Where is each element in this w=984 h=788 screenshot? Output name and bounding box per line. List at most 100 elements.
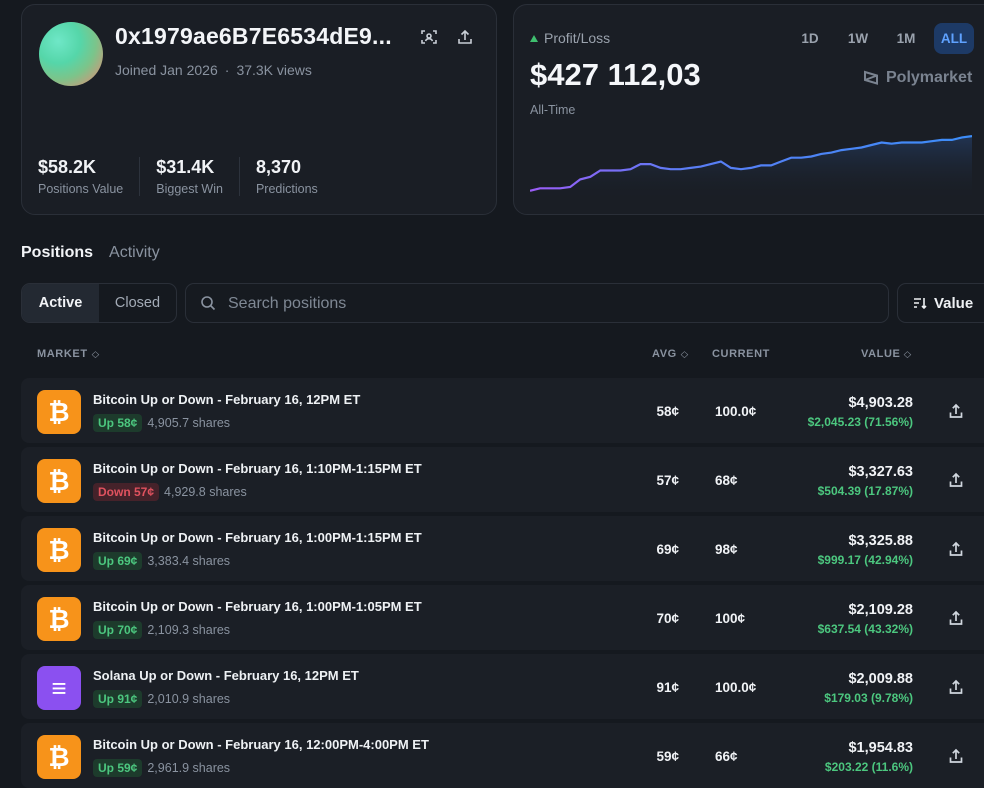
coin-logo: ₿ bbox=[37, 459, 81, 503]
outcome-badge: Up 69¢ bbox=[93, 552, 143, 570]
share-count: 4,929.8 shares bbox=[164, 485, 247, 499]
position-meta: Down 57¢ 4,929.8 shares bbox=[93, 483, 247, 501]
current-price: 68¢ bbox=[715, 473, 738, 488]
share-count: 2,961.9 shares bbox=[147, 761, 231, 775]
bitcoin-icon: ₿ bbox=[48, 603, 70, 634]
outcome-badge: Up 59¢ bbox=[93, 759, 143, 777]
position-value: $3,325.88 bbox=[848, 533, 913, 549]
avg-price: 91¢ bbox=[656, 680, 679, 695]
table-row[interactable]: ₿ Bitcoin Up or Down - February 16, 1:00… bbox=[21, 516, 984, 581]
column-current: CURRENT bbox=[712, 348, 770, 360]
share-icon[interactable] bbox=[947, 747, 965, 765]
sort-button[interactable]: Value bbox=[897, 283, 984, 323]
sort-label: Value bbox=[934, 294, 974, 312]
table-row[interactable]: ₿ Bitcoin Up or Down - February 16, 12:0… bbox=[21, 723, 984, 788]
bitcoin-icon: ₿ bbox=[48, 741, 70, 772]
position-meta: Up 59¢ 2,961.9 shares bbox=[93, 759, 230, 777]
outcome-badge: Up 58¢ bbox=[93, 414, 143, 432]
column-label: CURRENT bbox=[712, 348, 770, 360]
position-meta: Up 70¢ 2,109.3 shares bbox=[93, 621, 230, 639]
position-pnl: $2,045.23 (71.56%) bbox=[807, 415, 913, 429]
market-title[interactable]: Solana Up or Down - February 16, 12PM ET bbox=[93, 668, 359, 683]
share-icon[interactable] bbox=[947, 609, 965, 627]
tab-activity[interactable]: Activity bbox=[109, 244, 160, 261]
column-label: MARKET bbox=[37, 348, 88, 360]
stat-value: 8,370 bbox=[255, 157, 301, 177]
market-title[interactable]: Bitcoin Up or Down - February 16, 12PM E… bbox=[93, 392, 361, 407]
coin-logo: ₿ bbox=[37, 390, 81, 434]
market-title[interactable]: Bitcoin Up or Down - February 16, 12:00P… bbox=[93, 737, 429, 752]
profile-meta: Joined Jan 2026 · 37.3K views bbox=[115, 62, 312, 78]
position-pnl: $637.54 (43.32%) bbox=[817, 622, 913, 636]
share-icon[interactable] bbox=[947, 402, 965, 420]
current-price: 100.0¢ bbox=[715, 404, 757, 419]
column-avg[interactable]: AVG ◇ bbox=[652, 348, 688, 360]
period-1w[interactable]: 1W bbox=[847, 31, 869, 46]
search-box bbox=[185, 283, 889, 324]
share-icon[interactable] bbox=[455, 27, 475, 47]
pnl-label-text: Profit/Loss bbox=[544, 30, 611, 46]
table-row[interactable]: ₿ Bitcoin Up or Down - February 16, 1:00… bbox=[21, 585, 984, 650]
stat-predictions: 8,370 Predictions bbox=[256, 157, 334, 196]
share-icon[interactable] bbox=[947, 540, 965, 558]
column-label: AVG bbox=[652, 348, 677, 360]
sort-chevrons-icon: ◇ bbox=[91, 348, 100, 359]
polymarket-logo-icon bbox=[864, 70, 878, 85]
position-value: $1,954.83 bbox=[848, 740, 913, 756]
position-value: $2,109.28 bbox=[848, 602, 913, 618]
position-pnl: $999.17 (42.94%) bbox=[817, 553, 913, 567]
market-title[interactable]: Bitcoin Up or Down - February 16, 1:00PM… bbox=[93, 599, 422, 614]
period-selector: 1D 1W 1M ALL bbox=[790, 23, 974, 54]
market-title[interactable]: Bitcoin Up or Down - February 16, 1:10PM… bbox=[93, 461, 422, 476]
filter-active[interactable]: Active bbox=[22, 284, 99, 322]
stat-label: Biggest Win bbox=[156, 182, 223, 196]
profile-stats: $58.2K Positions Value $31.4K Biggest Wi… bbox=[38, 157, 350, 196]
position-pnl: $504.39 (17.87%) bbox=[817, 484, 913, 498]
filter-closed[interactable]: Closed bbox=[114, 295, 161, 311]
view-count: 37.3K views bbox=[236, 62, 312, 78]
share-icon[interactable] bbox=[947, 471, 965, 489]
stat-value: $31.4K bbox=[156, 157, 215, 177]
sort-icon bbox=[914, 298, 927, 310]
scan-icon[interactable] bbox=[419, 27, 439, 47]
period-1d[interactable]: 1D bbox=[801, 31, 819, 46]
pnl-chart[interactable] bbox=[530, 131, 972, 201]
share-count: 4,905.7 shares bbox=[147, 416, 231, 430]
market-title[interactable]: Bitcoin Up or Down - February 16, 1:00PM… bbox=[93, 530, 422, 545]
search-input[interactable] bbox=[226, 284, 870, 324]
column-label: VALUE bbox=[861, 348, 901, 360]
profile-card: 0x1979ae6B7E6534dE9... Joined Jan 2026 · 3… bbox=[21, 4, 497, 215]
current-price: 100.0¢ bbox=[715, 680, 757, 695]
section-tabs: Positions Activity bbox=[21, 244, 160, 262]
share-count: 2,109.3 shares bbox=[147, 623, 231, 637]
wallet-address: 0x1979ae6B7E6534dE9... bbox=[115, 23, 392, 49]
tab-positions[interactable]: Positions bbox=[21, 244, 94, 261]
table-row[interactable]: ₿ Bitcoin Up or Down - February 16, 1:10… bbox=[21, 447, 984, 512]
coin-logo: ₿ bbox=[37, 528, 81, 572]
column-value[interactable]: VALUE ◇ bbox=[861, 348, 912, 360]
avg-price: 70¢ bbox=[656, 611, 679, 626]
status-filter: Active Closed bbox=[21, 283, 177, 323]
column-market[interactable]: MARKET ◇ bbox=[37, 348, 99, 360]
table-row[interactable]: ₿ Bitcoin Up or Down - February 16, 12PM… bbox=[21, 378, 984, 443]
avg-price: 69¢ bbox=[656, 542, 679, 557]
position-meta: Up 91¢ 2,010.9 shares bbox=[93, 690, 230, 708]
share-icon[interactable] bbox=[947, 678, 965, 696]
avg-price: 58¢ bbox=[656, 404, 679, 419]
pnl-range: All-Time bbox=[530, 103, 576, 117]
avatar[interactable] bbox=[39, 22, 103, 86]
triangle-up-icon bbox=[530, 34, 538, 42]
coin-logo: ₿ bbox=[37, 735, 81, 779]
sort-chevrons-icon: ◇ bbox=[680, 348, 689, 359]
period-1m[interactable]: 1M bbox=[896, 31, 916, 46]
period-all[interactable]: ALL bbox=[934, 23, 974, 54]
outcome-badge: Up 70¢ bbox=[93, 621, 143, 639]
table-row[interactable]: ≡ Solana Up or Down - February 16, 12PM … bbox=[21, 654, 984, 719]
stat-value: $58.2K bbox=[38, 157, 97, 177]
outcome-badge: Down 57¢ bbox=[93, 483, 160, 501]
stat-label: Predictions bbox=[255, 182, 318, 196]
share-count: 3,383.4 shares bbox=[147, 554, 231, 568]
share-count: 2,010.9 shares bbox=[147, 692, 231, 706]
pnl-chart-line bbox=[530, 135, 972, 192]
pnl-card: Profit/Loss 1D 1W 1M ALL $427 112,03 Pol… bbox=[513, 4, 984, 215]
